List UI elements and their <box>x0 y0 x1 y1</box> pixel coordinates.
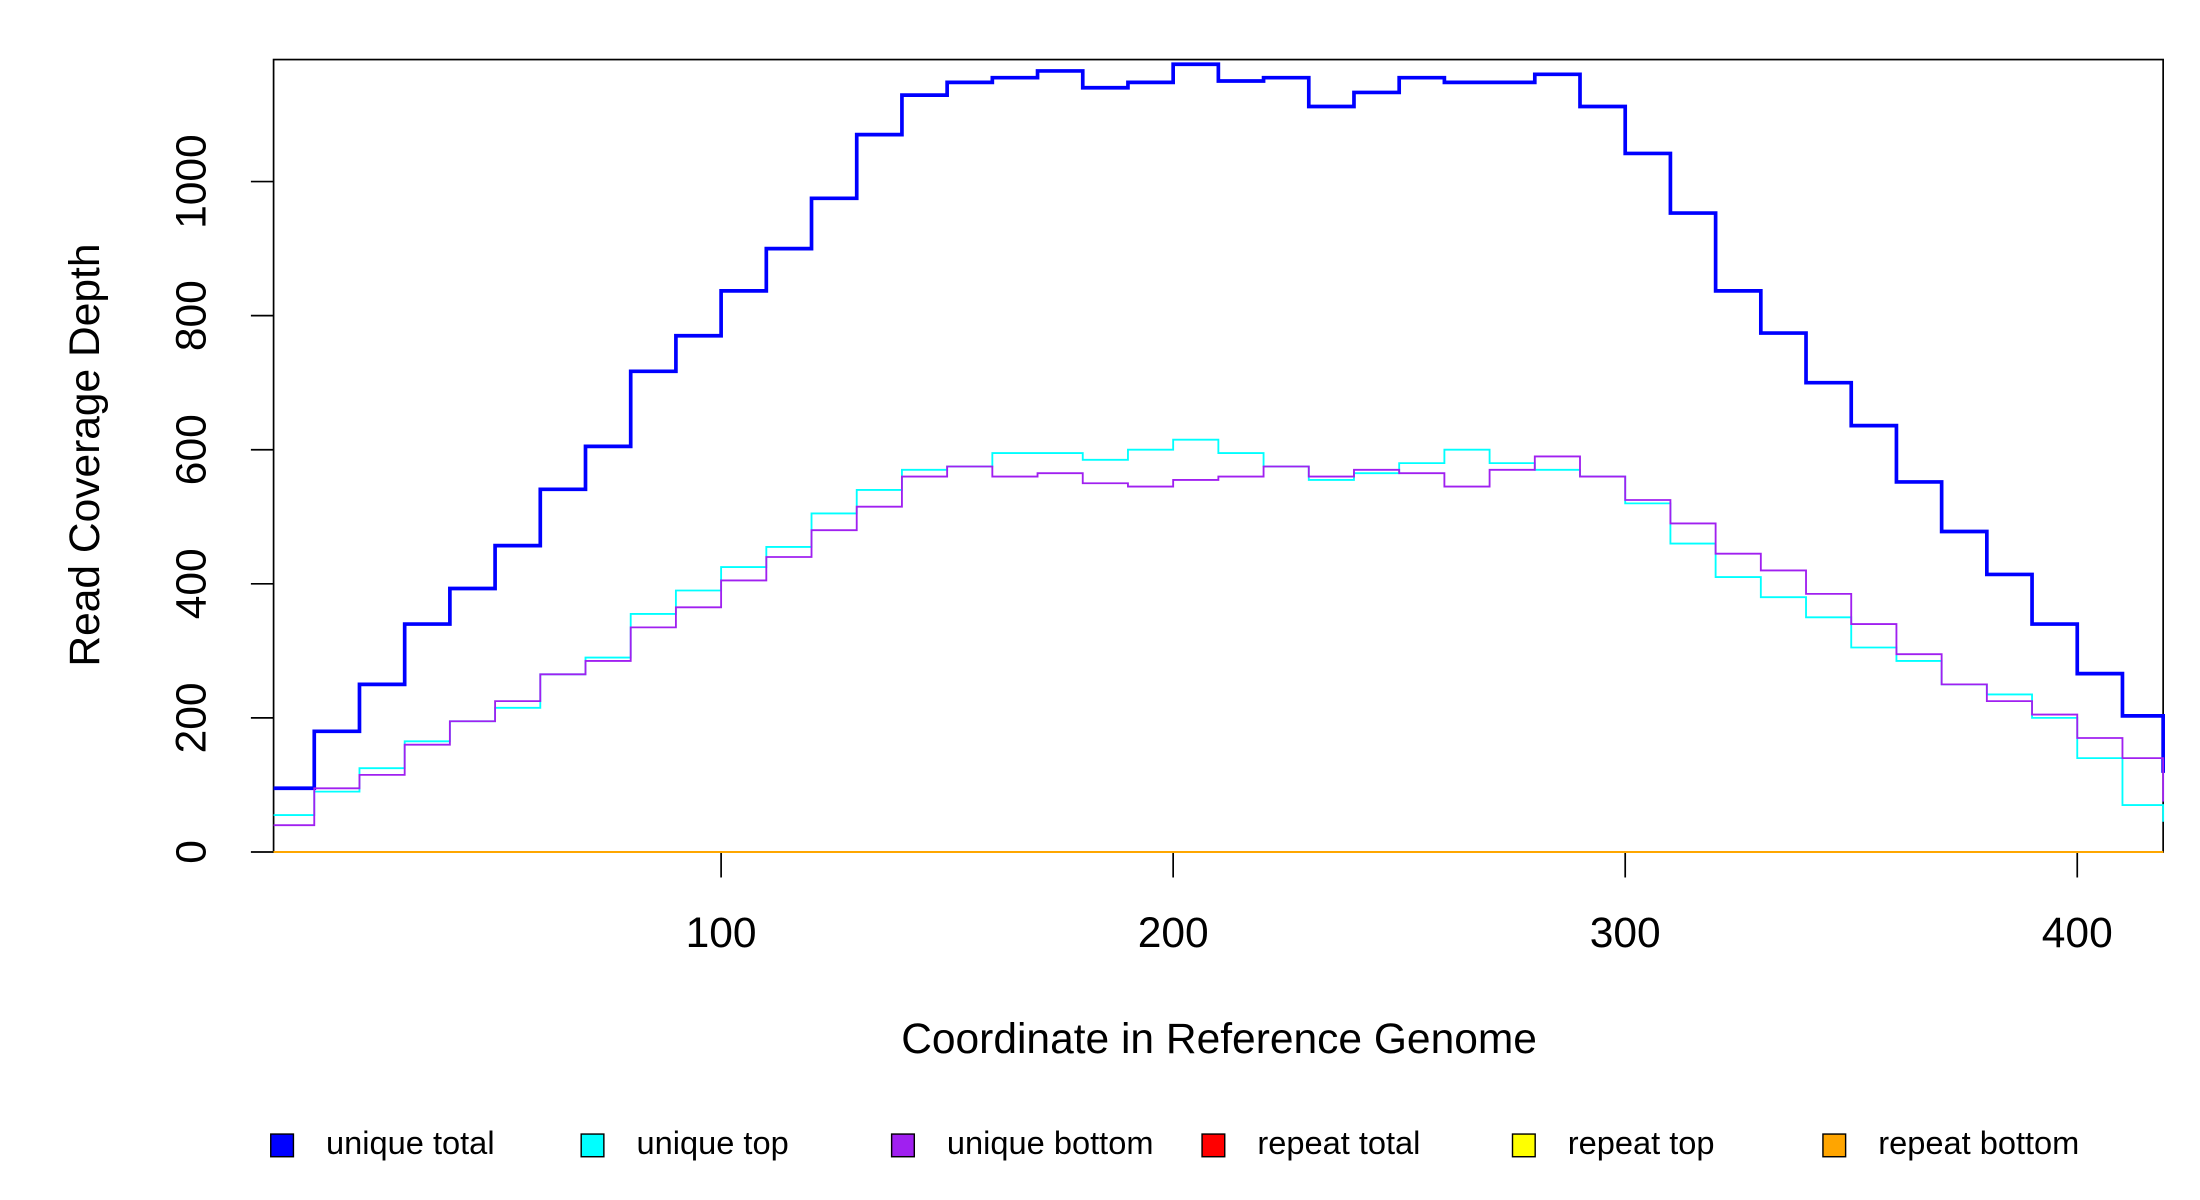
x-axis-label: Coordinate in Reference Genome <box>901 1016 1537 1063</box>
legend-label: unique top <box>636 1124 788 1161</box>
legend-label: repeat top <box>1568 1124 1715 1161</box>
legend-label: unique total <box>326 1124 495 1161</box>
plot-frame <box>272 58 2164 853</box>
legend-swatch <box>1511 1133 1536 1158</box>
series-line <box>273 455 2165 827</box>
y-tick-label: 600 <box>168 414 215 485</box>
series-line <box>273 62 2165 791</box>
y-tick-label: 400 <box>168 548 215 619</box>
y-tick-label: 0 <box>168 840 215 864</box>
legend-swatch <box>580 1133 605 1158</box>
legend-swatch <box>1822 1133 1847 1158</box>
y-axis-label: Read Coverage Depth <box>62 244 109 667</box>
legend-label: repeat bottom <box>1878 1124 2079 1161</box>
legend-label: repeat total <box>1257 1124 1420 1161</box>
legend-swatch <box>890 1133 916 1158</box>
legend-swatch <box>270 1133 295 1158</box>
y-tick-label: 1000 <box>168 134 215 229</box>
x-tick-label: 100 <box>686 910 757 957</box>
legend-swatch <box>1201 1133 1226 1158</box>
series-line <box>273 438 2165 822</box>
y-tick-label: 200 <box>168 682 215 753</box>
y-tick-label: 800 <box>168 280 215 351</box>
legend-label: unique bottom <box>947 1124 1154 1161</box>
x-tick-label: 200 <box>1138 910 1209 957</box>
x-tick-label: 400 <box>2042 910 2113 957</box>
x-tick-label: 300 <box>1590 910 1661 957</box>
